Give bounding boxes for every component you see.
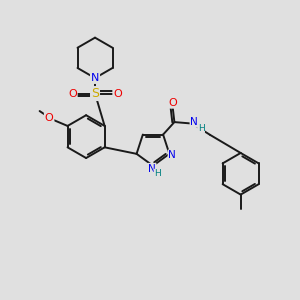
Text: O: O xyxy=(113,88,122,98)
Text: S: S xyxy=(91,87,99,100)
Text: O: O xyxy=(168,98,177,108)
Text: N: N xyxy=(190,117,198,127)
Text: N: N xyxy=(91,73,99,83)
Text: H: H xyxy=(154,169,161,178)
Text: N: N xyxy=(148,164,156,174)
Text: H: H xyxy=(198,124,205,133)
Text: O: O xyxy=(45,112,53,123)
Text: O: O xyxy=(68,88,77,98)
Text: N: N xyxy=(169,150,176,160)
